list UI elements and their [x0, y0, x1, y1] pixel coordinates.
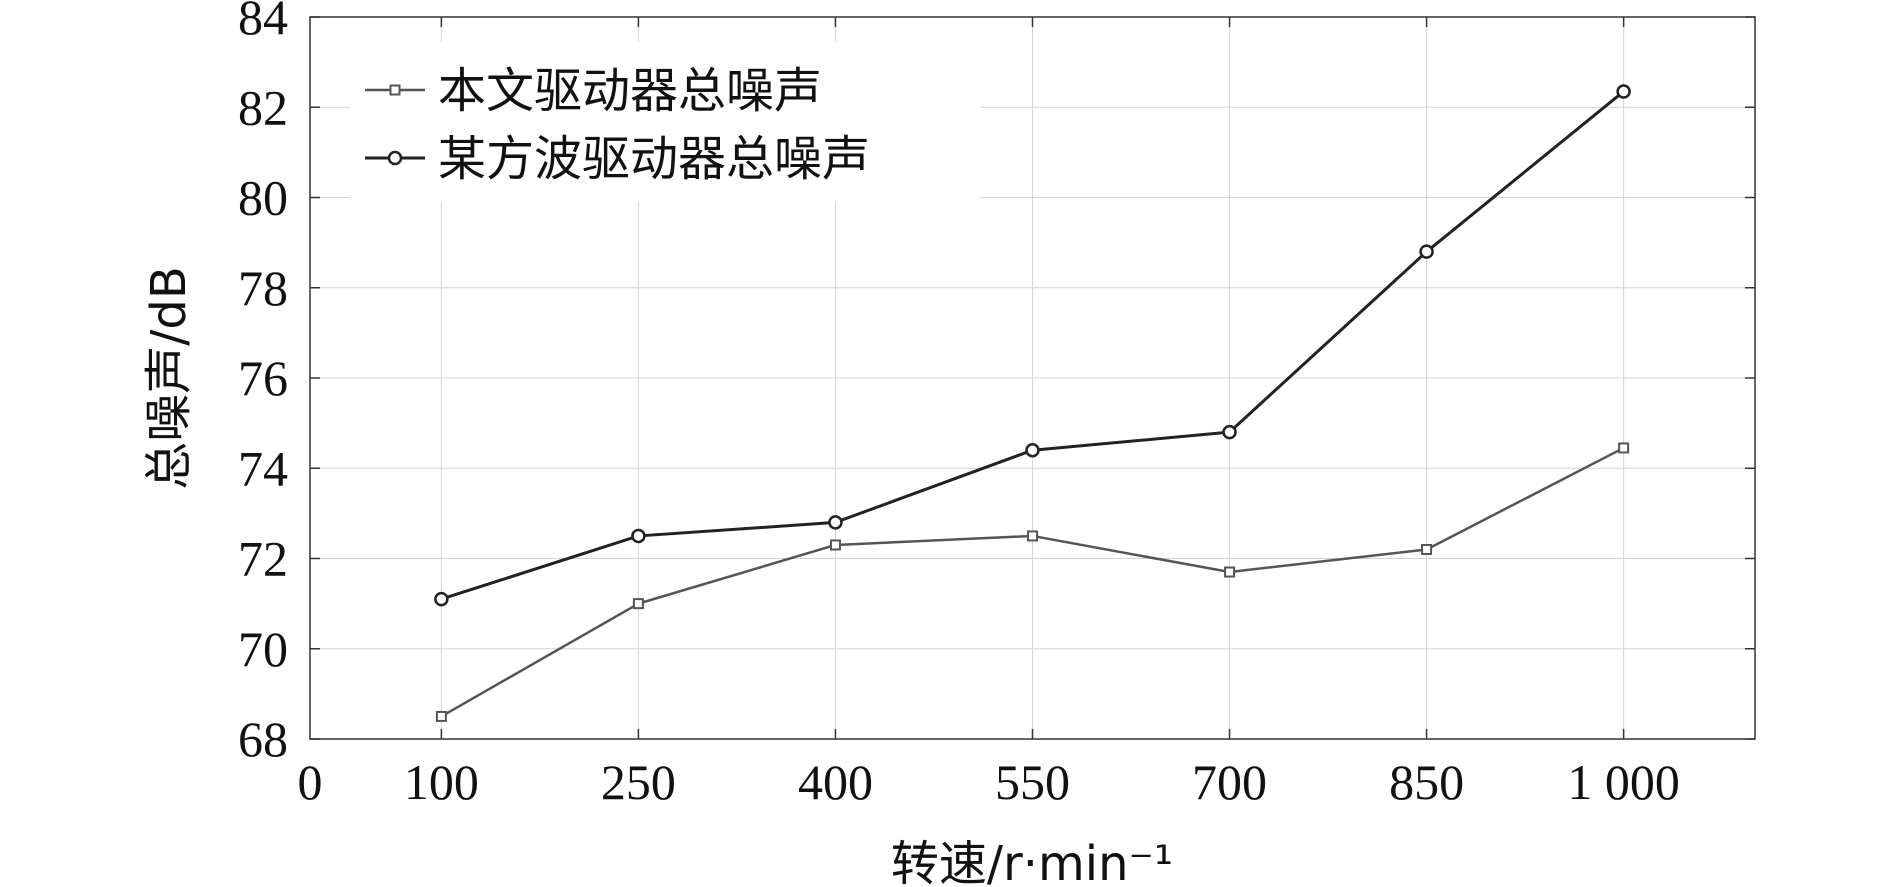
legend-label: 本文驱动器总噪声 [438, 63, 822, 119]
square-marker [435, 710, 447, 722]
square-marker [1027, 530, 1038, 542]
series-2 [434, 84, 1631, 607]
circle-marker [828, 515, 843, 530]
circle-marker [434, 591, 449, 607]
circle-marker [387, 150, 403, 166]
x-tick-label: 550 [995, 754, 1070, 810]
y-tick-label: 72 [238, 531, 288, 587]
x-tick-label: 250 [601, 754, 676, 810]
y-tick-label: 80 [238, 170, 288, 226]
square-marker [1618, 442, 1630, 454]
y-tick-label: 78 [238, 260, 288, 316]
legend-item: 本文驱动器总噪声 [365, 63, 822, 119]
circle-marker [631, 528, 646, 544]
grid-lines [310, 17, 1755, 739]
square-marker [829, 539, 841, 551]
x-tick-label: 1 000 [1567, 754, 1680, 810]
y-axis-title: 总噪声/dB [141, 266, 197, 490]
series-layer [434, 84, 1631, 722]
x-axis-title: 转速/r·min⁻¹ [891, 836, 1173, 887]
x-tick-label: 100 [404, 754, 479, 810]
circle-marker [1222, 424, 1237, 440]
circle-marker [1025, 442, 1040, 458]
y-tick-label: 84 [238, 0, 288, 45]
series-1 [435, 442, 1630, 722]
y-tick-label: 68 [238, 711, 288, 767]
circle-marker [1419, 244, 1434, 259]
y-tick-label: 70 [238, 621, 288, 677]
x-tick-label: 700 [1192, 754, 1267, 810]
legend-label: 某方波驱动器总噪声 [438, 131, 870, 187]
x-tick-label: 400 [798, 754, 873, 810]
y-tick-label: 82 [238, 79, 288, 135]
x-tick-label: 850 [1389, 754, 1464, 810]
legend-background [350, 42, 980, 202]
legend-item: 某方波驱动器总噪声 [365, 131, 870, 187]
square-marker [1421, 543, 1433, 555]
y-tick-label: 74 [238, 440, 288, 496]
square-marker [1224, 566, 1236, 578]
square-marker [389, 84, 401, 96]
axis-ticks: 0 100 250 400 550 700 850 1 000 68 70 72 74 76 78 80 82… [238, 0, 1755, 810]
x-tick-label: 0 [298, 754, 323, 810]
circle-marker [1616, 84, 1631, 99]
square-marker [632, 598, 644, 610]
y-tick-label: 76 [238, 350, 288, 406]
